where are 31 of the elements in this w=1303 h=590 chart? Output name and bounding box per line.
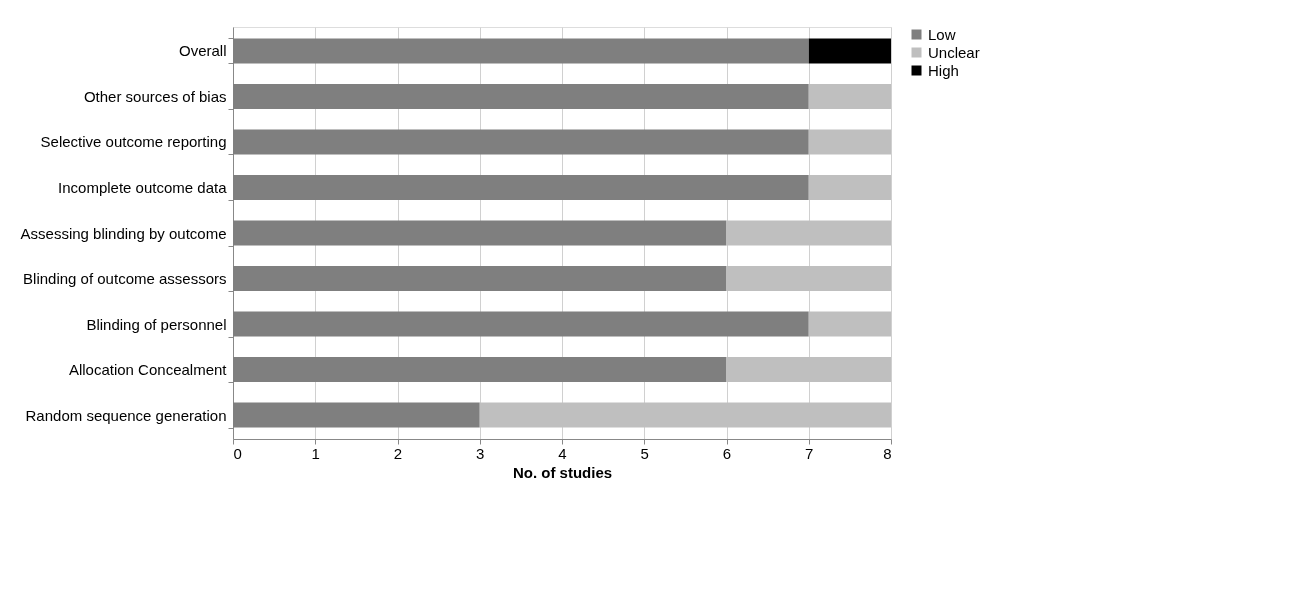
x-tick-label: 5 <box>640 444 649 462</box>
bar <box>726 220 891 246</box>
bar <box>808 311 891 337</box>
x-tick-label: 0 <box>233 444 242 462</box>
bar <box>808 174 891 200</box>
y-tick-label: Blinding of personnel <box>86 315 227 333</box>
y-tick-label: Other sources of bias <box>83 87 227 105</box>
y-tick-label: Overall <box>178 42 227 60</box>
bar <box>726 357 891 383</box>
x-tick-label: 2 <box>393 444 403 462</box>
x-tick-label: 7 <box>805 444 814 462</box>
y-tick-label: Blinding of outcome assessors <box>23 270 227 288</box>
bar <box>808 129 891 155</box>
y-tick-label: Random sequence generation <box>25 406 227 424</box>
x-axis-title: No. of studies <box>512 463 613 481</box>
y-tick-label: Incomplete outcome data <box>58 178 228 196</box>
legend-label: High <box>928 61 959 79</box>
bar <box>479 402 891 428</box>
x-tick-label: 6 <box>722 444 732 462</box>
x-tick-label: 1 <box>311 444 320 462</box>
bar <box>808 38 891 64</box>
legend-label: Unclear <box>928 43 980 61</box>
x-tick-label: 3 <box>476 444 485 462</box>
x-tick-label: 4 <box>558 444 567 462</box>
legend-label: Low <box>928 25 956 43</box>
bar <box>808 83 891 109</box>
y-tick-label: Allocation Concealment <box>68 361 228 379</box>
bar <box>726 266 891 292</box>
y-tick-label: Assessing blinding by outcome <box>20 224 227 242</box>
y-tick-label: Selective outcome reporting <box>40 133 227 151</box>
x-tick-label: 8 <box>883 444 892 462</box>
